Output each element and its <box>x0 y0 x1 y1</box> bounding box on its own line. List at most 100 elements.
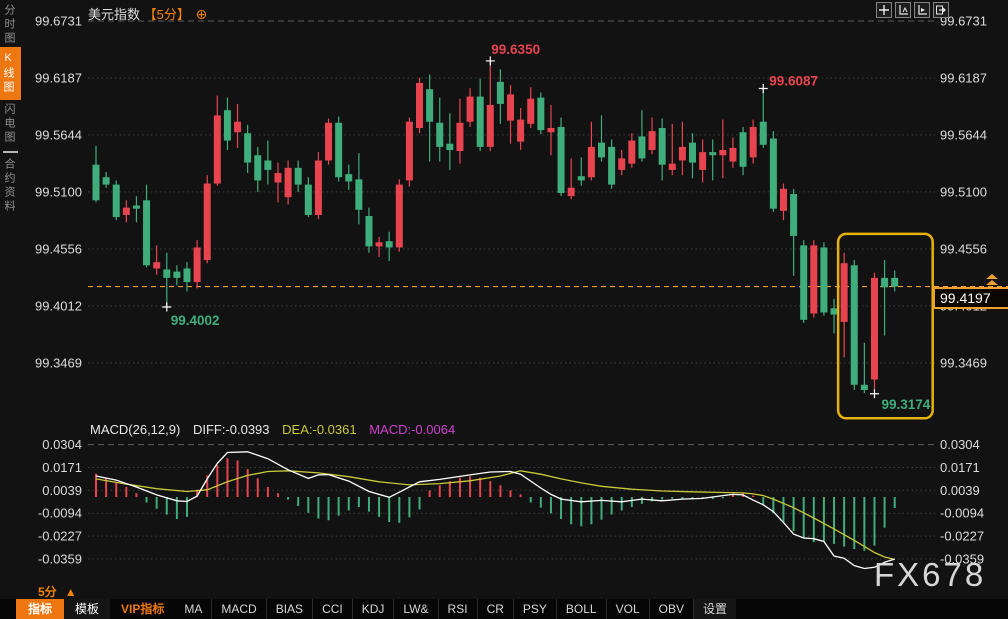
candle-body <box>658 128 666 165</box>
candle-body <box>436 122 444 147</box>
extreme-marker <box>758 83 768 93</box>
toolbar-btn-vip[interactable]: VIP指标 <box>121 602 165 616</box>
dea-line <box>95 470 895 561</box>
candle-body <box>143 200 151 266</box>
candle-body <box>284 167 292 198</box>
sidebar-item-time-chart[interactable]: 分时图 <box>3 4 15 46</box>
indicator-toolbar: 指标 模板 VIP指标 MA MACD BIAS CCI KDJ LW& RSI… <box>0 599 1008 619</box>
sidebar-item-lightning-chart[interactable]: 闪电图 <box>3 103 15 145</box>
candle-body <box>668 163 676 170</box>
macd-params: MACD(26,12,9) <box>90 422 181 437</box>
candle-body <box>608 146 616 185</box>
candle-body <box>759 121 767 145</box>
pan-right-icon[interactable] <box>933 2 949 18</box>
extreme-marker <box>162 302 172 312</box>
candle-body <box>314 160 322 215</box>
toolbar-btn-template[interactable]: 模板 <box>64 599 111 619</box>
candle-body <box>304 184 312 215</box>
candle-body <box>800 245 808 320</box>
macd-hist-value: MACD:-0.0064 <box>369 422 456 437</box>
candle-body <box>567 187 575 197</box>
extreme-price-label: 99.6350 <box>491 42 540 57</box>
period-label: 5分 <box>38 585 57 599</box>
price-axis-label-left: 99.6187 <box>35 71 82 86</box>
toolbar-btn-kdj[interactable]: KDJ <box>353 599 395 619</box>
extreme-price-label: 99.6087 <box>769 73 818 88</box>
sidebar-item-kline-chart[interactable]: K线图 <box>0 47 21 100</box>
candle-body <box>587 146 595 178</box>
macd-indicator-header: MACD(26,12,9) DIFF:-0.0393 DEA:-0.0361 M… <box>90 422 464 437</box>
candle-body <box>699 152 707 170</box>
candle-body <box>860 384 868 391</box>
macd-axis-label-left: 0.0039 <box>42 483 82 498</box>
current-price-tag: 99.4197 <box>933 287 1008 309</box>
macd-diff-value: DIFF:-0.0393 <box>192 422 270 437</box>
candle-body <box>405 121 413 181</box>
price-axis-label-left: 99.4012 <box>35 298 82 313</box>
toolbar-btn-psy[interactable]: PSY <box>514 599 557 619</box>
toolbar-btn-boll[interactable]: BOLL <box>557 599 607 619</box>
candle-body <box>234 121 242 133</box>
toolbar-btn-ma[interactable]: MA <box>175 599 213 619</box>
period-dropdown[interactable]: 5分 ▲ <box>38 583 77 600</box>
candle-body <box>618 158 626 170</box>
candle-body <box>527 98 535 124</box>
candle-body <box>769 138 777 209</box>
price-axis-label-right: 99.5100 <box>940 184 987 199</box>
candle-body <box>486 104 494 147</box>
candle-body <box>446 143 454 151</box>
toolbar-btn-bias[interactable]: BIAS <box>267 599 314 619</box>
toolbar-btn-obv[interactable]: OBV <box>650 599 694 619</box>
toolbar-btn-macd[interactable]: MACD <box>212 599 267 619</box>
macd-axis-label-left: -0.0227 <box>38 529 82 544</box>
macd-axis-label-left: 0.0304 <box>42 437 82 452</box>
candle-body <box>628 140 636 164</box>
candle-body <box>729 147 737 162</box>
x-axis-scale-icon[interactable] <box>914 2 930 18</box>
candle-body <box>598 142 605 158</box>
candle-body <box>365 216 373 247</box>
candle-body <box>153 262 161 269</box>
candle-body <box>92 164 100 201</box>
toolbar-btn-rsi[interactable]: RSI <box>439 599 478 619</box>
current-price-value: 99.4197 <box>940 290 991 306</box>
extreme-price-label: 99.3174 <box>881 397 930 412</box>
toolbar-btn-indicator[interactable]: 指标 <box>16 599 65 619</box>
candle-body <box>102 177 110 185</box>
macd-axis-label-left: 0.0171 <box>42 460 82 475</box>
toolbar-btn-cci[interactable]: CCI <box>313 599 353 619</box>
candle-body <box>335 122 343 178</box>
price-axis-label-right: 99.4556 <box>940 241 987 256</box>
candle-body <box>830 308 838 315</box>
candle-body <box>213 115 221 184</box>
chart-header: 美元指数 【5分】 ⊕ <box>88 4 207 23</box>
macd-axis-label-left: -0.0094 <box>38 506 82 521</box>
y-axis-scale-icon[interactable] <box>895 2 911 18</box>
macd-axis-label-right: -0.0359 <box>940 551 984 566</box>
crosshair-icon[interactable] <box>876 2 892 18</box>
toolbar-btn-cr[interactable]: CR <box>478 599 514 619</box>
price-axis-label-left: 99.5644 <box>35 127 82 142</box>
toolbar-btn-vol[interactable]: VOL <box>607 599 650 619</box>
candle-body <box>355 179 363 210</box>
expand-icon[interactable]: ⊕ <box>195 6 208 22</box>
macd-axis-label-right: -0.0094 <box>940 506 984 521</box>
price-axis-label-left: 99.4556 <box>35 241 82 256</box>
candle-body <box>638 136 646 159</box>
sidebar-item-contract-info[interactable]: 合约资料 <box>3 158 15 214</box>
price-axis-label-right: 99.5644 <box>940 127 987 142</box>
candle-body <box>264 160 272 170</box>
candle-body <box>223 110 231 141</box>
candle-body <box>395 184 403 248</box>
candle-body <box>517 119 525 142</box>
toolbar-btn-settings[interactable]: 设置 <box>693 599 736 619</box>
candle-body <box>870 277 878 380</box>
candle-body <box>709 152 717 156</box>
candle-body <box>678 146 686 161</box>
candle-body <box>496 81 504 104</box>
sidebar: 分时图 K线图 闪电图 合约资料 <box>0 0 22 600</box>
caret-up-icon: ▲ <box>64 585 77 599</box>
toolbar-btn-lw[interactable]: LW& <box>394 599 439 619</box>
sidebar-divider <box>3 151 18 153</box>
candle-body <box>719 150 727 156</box>
